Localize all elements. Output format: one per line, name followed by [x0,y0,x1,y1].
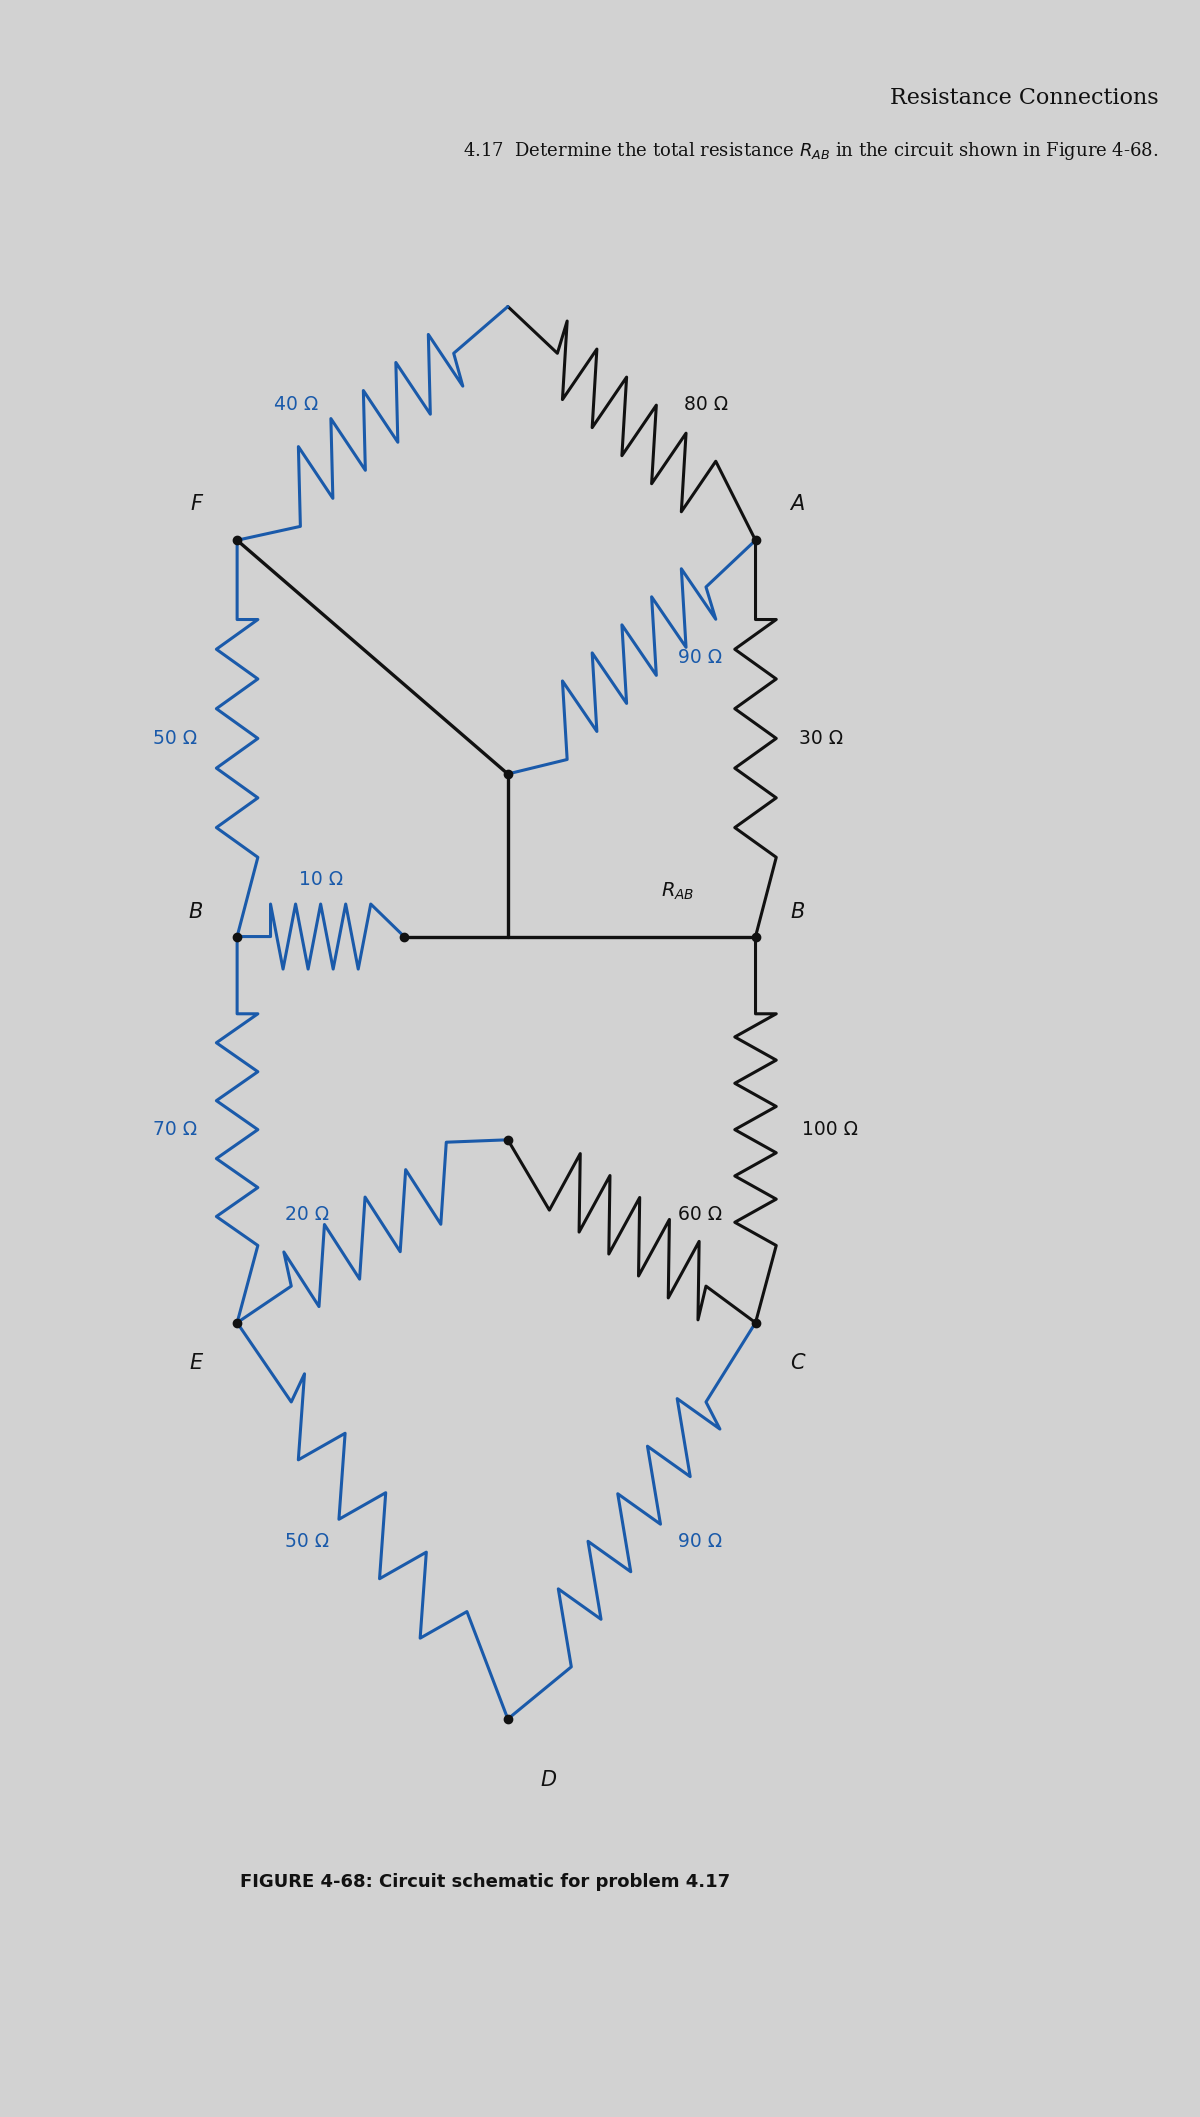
Text: C: C [790,1353,805,1374]
Text: B: B [790,902,804,923]
Text: 10 Ω: 10 Ω [299,870,343,889]
Text: 30 Ω: 30 Ω [799,728,844,747]
Text: 80 Ω: 80 Ω [684,396,728,415]
Text: E: E [190,1353,203,1374]
Text: 50 Ω: 50 Ω [152,728,197,747]
Text: Resistance Connections: Resistance Connections [890,87,1159,110]
Text: D: D [540,1770,557,1791]
Text: 20 Ω: 20 Ω [284,1205,329,1224]
Text: 4.17  Determine the total resistance $R_{AB}$ in the circuit shown in Figure 4-6: 4.17 Determine the total resistance $R_{… [463,140,1159,161]
Text: B: B [188,902,203,923]
Text: 100 Ω: 100 Ω [802,1120,858,1139]
Text: 90 Ω: 90 Ω [678,648,722,667]
Text: 70 Ω: 70 Ω [152,1120,197,1139]
Text: 90 Ω: 90 Ω [678,1533,722,1550]
Text: 40 Ω: 40 Ω [275,396,319,415]
Text: 50 Ω: 50 Ω [284,1533,329,1550]
Text: F: F [191,493,203,514]
Text: A: A [790,493,804,514]
Text: $R_{AB}$: $R_{AB}$ [661,881,695,902]
Text: FIGURE 4-68: Circuit schematic for problem 4.17: FIGURE 4-68: Circuit schematic for probl… [240,1874,730,1890]
Text: 60 Ω: 60 Ω [678,1205,722,1224]
